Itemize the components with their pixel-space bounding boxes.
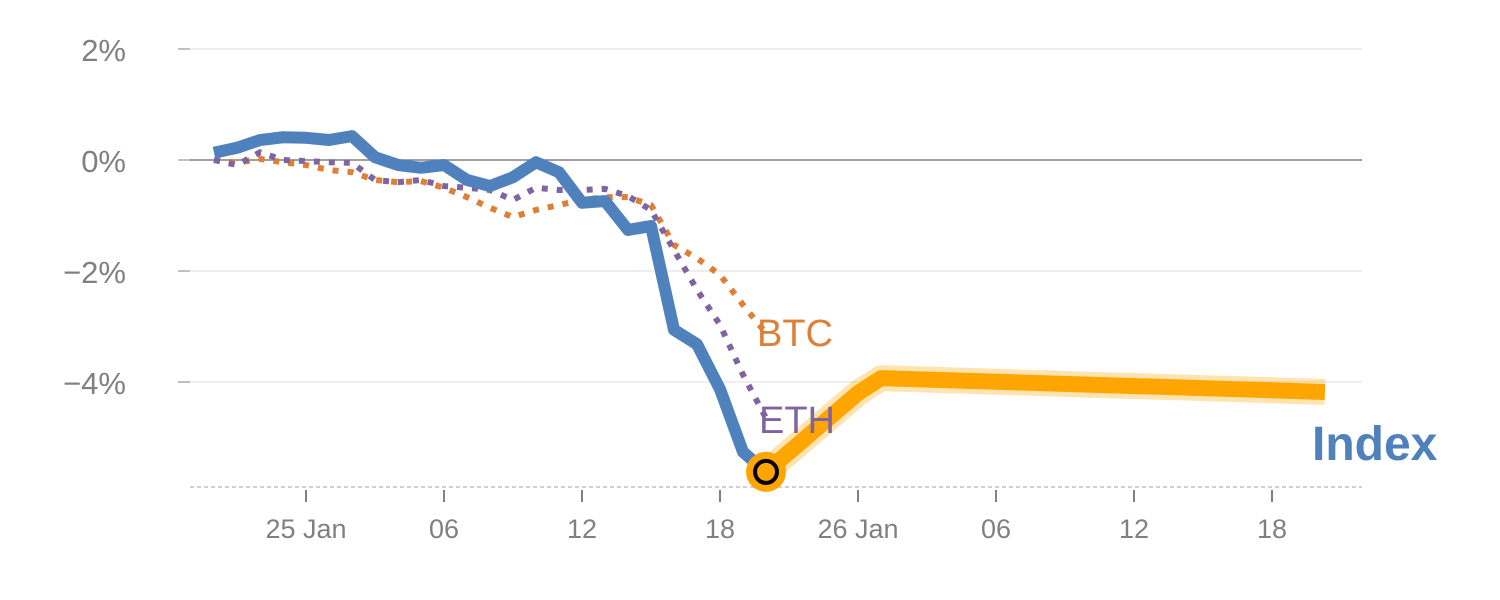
x-tick-label: 18 [705,514,735,544]
projection-line [760,370,1326,478]
y-tick-label: −2% [63,255,126,290]
x-tick-label: 12 [1119,514,1149,544]
series-line-eth [213,149,769,420]
x-tick-label: 06 [429,514,459,544]
label-index: Index [1312,418,1438,471]
label-btc: BTC [757,313,833,355]
x-tick-label: 12 [567,514,597,544]
x-tick-label: 26 Jan [817,514,898,544]
series-line-index [212,130,770,477]
label-eth: ETH [759,400,835,442]
y-tick-label: −4% [63,366,126,401]
x-tick-label: 18 [1257,514,1287,544]
x-tick-label: 25 Jan [265,514,346,544]
y-tick-label: 2% [81,33,126,68]
series-line-btc [213,155,769,336]
x-tick-label: 06 [981,514,1011,544]
y-tick-label: 0% [81,144,126,179]
current-point-marker [753,458,779,485]
